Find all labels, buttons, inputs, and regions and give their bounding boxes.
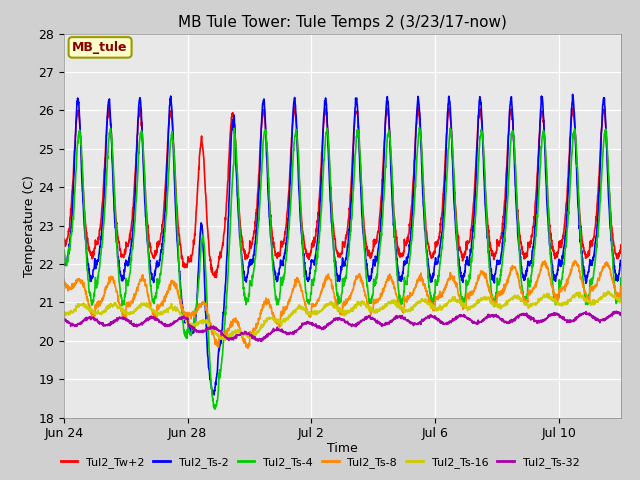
Tul2_Ts-4 — [617, 275, 625, 281]
Text: MB_tule: MB_tule — [72, 41, 128, 54]
Tul2_Ts-4 — [60, 248, 68, 253]
Tul2_Tw+2 — [291, 104, 298, 109]
Tul2_Ts-32 — [258, 338, 266, 344]
Tul2_Ts-4 — [211, 407, 219, 412]
Tul2_Ts-16 — [316, 308, 324, 313]
Tul2_Ts-16 — [499, 303, 506, 309]
Tul2_Ts-16 — [221, 337, 228, 343]
Tul2_Tw+2 — [617, 242, 625, 248]
Tul2_Ts-32 — [316, 325, 324, 331]
Tul2_Ts-8 — [316, 292, 324, 298]
Tul2_Ts-16 — [88, 307, 96, 312]
Tul2_Ts-2 — [211, 392, 218, 398]
Tul2_Tw+2 — [602, 117, 609, 123]
Line: Tul2_Ts-32: Tul2_Ts-32 — [64, 311, 621, 341]
Line: Tul2_Tw+2: Tul2_Tw+2 — [64, 107, 621, 277]
Tul2_Ts-2 — [331, 258, 339, 264]
Tul2_Ts-2 — [88, 274, 96, 279]
Tul2_Tw+2 — [499, 218, 507, 224]
Tul2_Ts-16 — [604, 288, 612, 294]
Tul2_Ts-4 — [415, 124, 423, 130]
Title: MB Tule Tower: Tule Temps 2 (3/23/17-now): MB Tule Tower: Tule Temps 2 (3/23/17-now… — [178, 15, 507, 30]
Tul2_Ts-8 — [499, 287, 506, 292]
Tul2_Ts-16 — [331, 305, 339, 311]
Tul2_Ts-2 — [601, 104, 609, 109]
Line: Tul2_Ts-8: Tul2_Ts-8 — [64, 261, 621, 348]
Tul2_Ts-32 — [331, 317, 339, 323]
Tul2_Ts-16 — [60, 310, 68, 315]
Tul2_Tw+2 — [317, 172, 324, 178]
Tul2_Ts-8 — [244, 346, 252, 351]
Tul2_Ts-8 — [60, 277, 68, 283]
Tul2_Ts-16 — [617, 298, 625, 304]
Tul2_Ts-32 — [499, 316, 506, 322]
Y-axis label: Temperature (C): Temperature (C) — [22, 175, 36, 276]
Tul2_Ts-32 — [612, 308, 620, 314]
Tul2_Ts-2 — [499, 240, 506, 246]
Line: Tul2_Ts-2: Tul2_Ts-2 — [64, 95, 621, 395]
Tul2_Ts-2 — [316, 196, 324, 202]
Tul2_Ts-2 — [617, 259, 625, 265]
Tul2_Ts-32 — [60, 317, 68, 323]
Tul2_Ts-8 — [602, 264, 609, 270]
Tul2_Ts-4 — [499, 253, 507, 259]
Tul2_Ts-32 — [88, 315, 96, 321]
Tul2_Ts-4 — [602, 127, 609, 133]
Tul2_Ts-32 — [601, 316, 609, 322]
Tul2_Ts-4 — [601, 130, 609, 135]
X-axis label: Time: Time — [327, 442, 358, 455]
Line: Tul2_Ts-4: Tul2_Ts-4 — [64, 127, 621, 409]
Tul2_Tw+2 — [60, 236, 68, 242]
Legend: Tul2_Tw+2, Tul2_Ts-2, Tul2_Ts-4, Tul2_Ts-8, Tul2_Ts-16, Tul2_Ts-32: Tul2_Tw+2, Tul2_Ts-2, Tul2_Ts-4, Tul2_Ts… — [56, 452, 584, 472]
Tul2_Ts-16 — [601, 292, 609, 298]
Tul2_Tw+2 — [212, 275, 220, 280]
Tul2_Tw+2 — [332, 237, 339, 242]
Line: Tul2_Ts-16: Tul2_Ts-16 — [64, 291, 621, 340]
Tul2_Tw+2 — [601, 113, 609, 119]
Tul2_Ts-8 — [571, 258, 579, 264]
Tul2_Tw+2 — [88, 255, 96, 261]
Tul2_Ts-8 — [601, 261, 609, 267]
Tul2_Ts-32 — [601, 316, 609, 322]
Tul2_Ts-2 — [602, 109, 609, 115]
Tul2_Ts-8 — [331, 297, 339, 302]
Tul2_Ts-8 — [88, 312, 96, 317]
Tul2_Ts-2 — [60, 261, 68, 266]
Tul2_Ts-4 — [316, 220, 324, 226]
Tul2_Ts-32 — [617, 311, 625, 317]
Tul2_Ts-4 — [88, 301, 96, 307]
Tul2_Ts-16 — [601, 291, 609, 297]
Tul2_Ts-4 — [331, 266, 339, 272]
Tul2_Ts-8 — [617, 284, 625, 289]
Tul2_Ts-2 — [569, 92, 577, 97]
